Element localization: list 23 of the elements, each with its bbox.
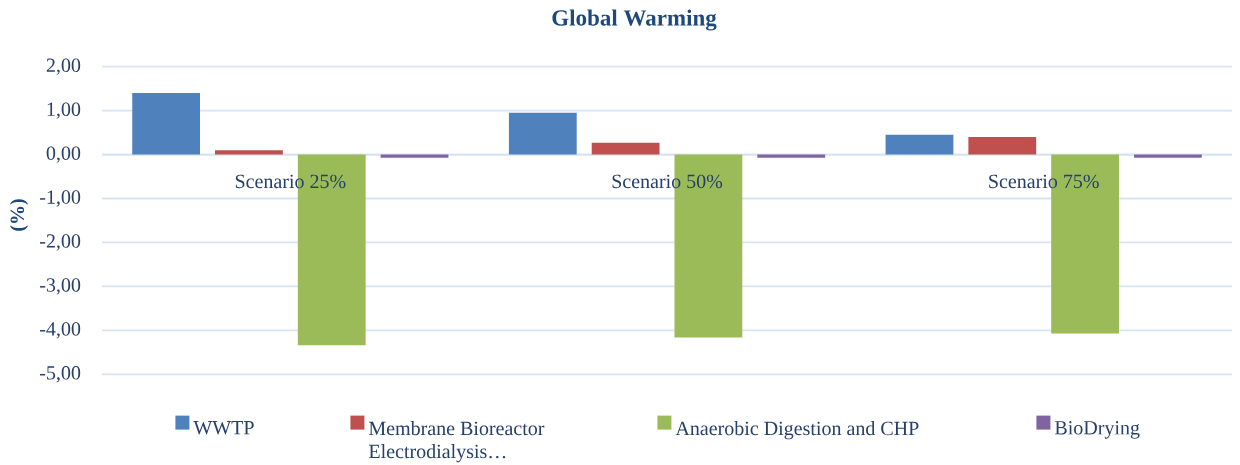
y-tick-label: 2,00	[46, 58, 81, 75]
y-tick-label: 0,00	[46, 146, 81, 163]
legend-label: Membrane Bioreactor Electrodialysis…	[368, 421, 545, 463]
y-tick-label: -5,00	[40, 366, 81, 383]
y-tick-label: -3,00	[40, 278, 81, 295]
bar	[508, 112, 577, 155]
y-axis-title: (%)	[9, 199, 29, 231]
chart-title: Global Warming	[552, 9, 717, 31]
bar	[215, 150, 283, 155]
y-tick-label: 1,00	[47, 102, 81, 119]
y-tick-label: -4,00	[40, 322, 81, 339]
bar	[380, 154, 449, 158]
legend-label: Anaerobic Digestion and CHP	[675, 421, 919, 440]
bar	[1133, 154, 1202, 158]
y-tick-label: -1,00	[40, 190, 81, 207]
legend-label: BioDrying	[1054, 421, 1140, 439]
bar	[885, 134, 954, 155]
bar	[591, 142, 660, 155]
legend-label: WWTP	[193, 421, 254, 435]
bar	[968, 137, 1037, 155]
bar	[757, 154, 826, 158]
y-tick-label: -2,00	[40, 234, 81, 251]
bar	[132, 93, 201, 155]
